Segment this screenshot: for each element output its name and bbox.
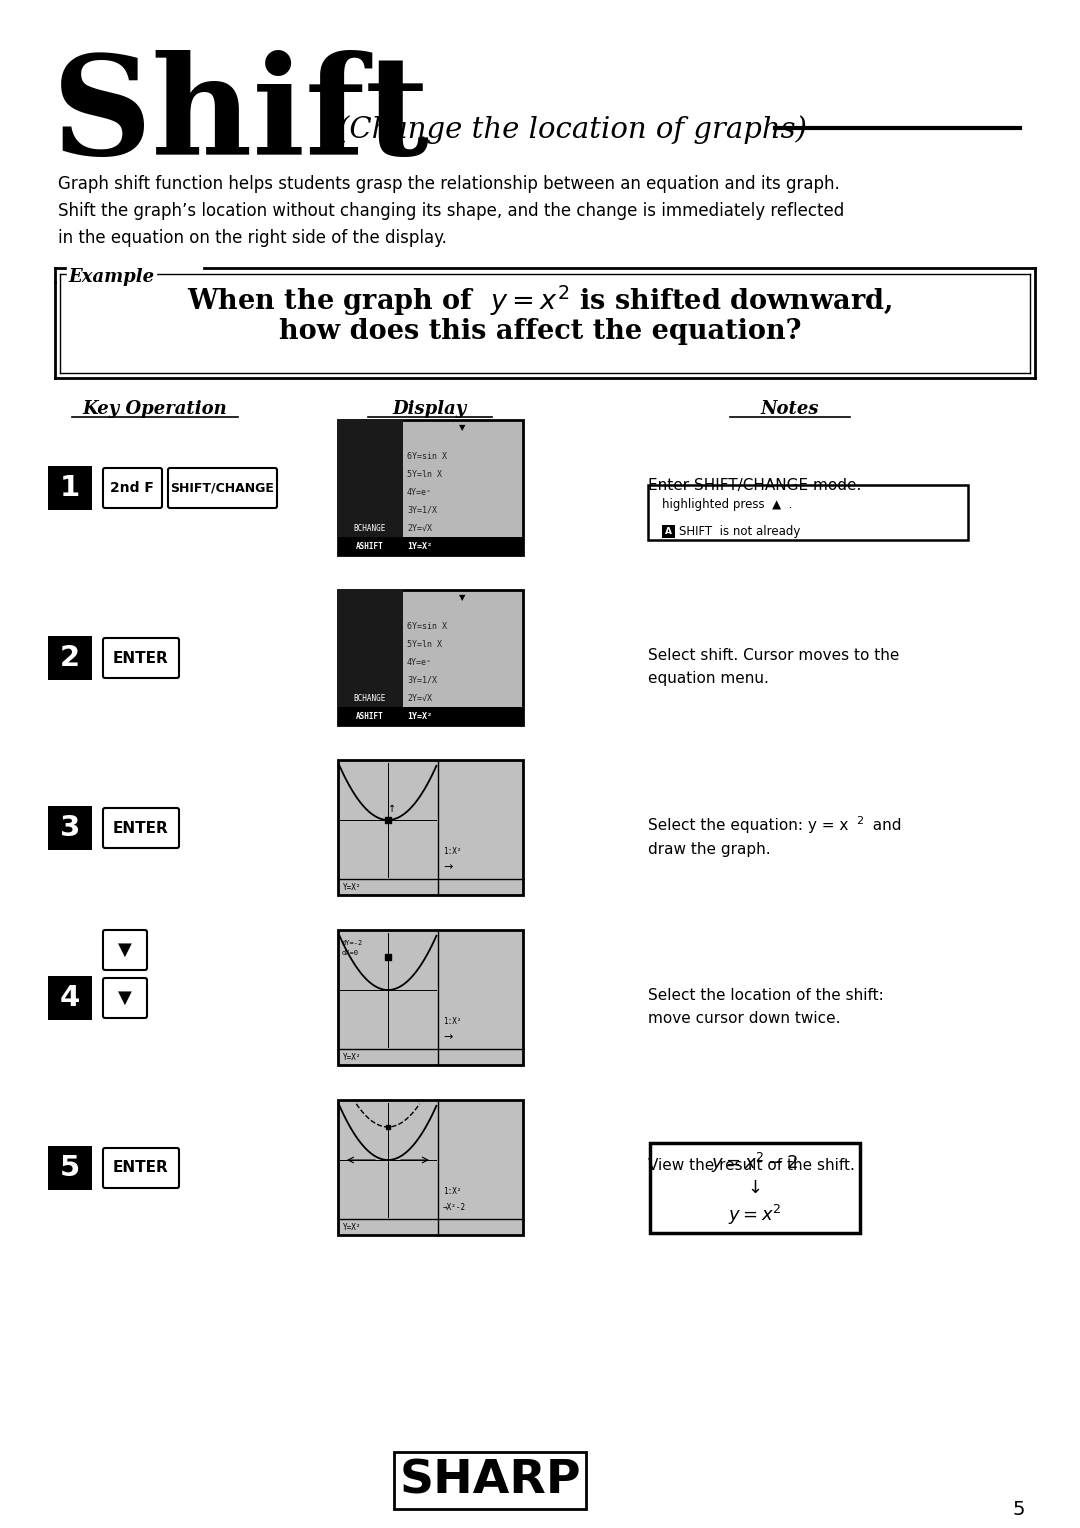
Text: ▼: ▼ — [118, 989, 132, 1007]
Text: 4Y=eˣ: 4Y=eˣ — [407, 657, 432, 666]
Text: ASHIFT: ASHIFT — [356, 541, 383, 550]
Text: SHARP: SHARP — [400, 1458, 581, 1504]
Text: 2Y=√X: 2Y=√X — [407, 694, 432, 703]
Text: 2nd F: 2nd F — [110, 481, 154, 495]
Text: highlighted press  ▲  .: highlighted press ▲ . — [662, 498, 793, 510]
Text: and: and — [863, 817, 902, 833]
Text: BCHANGE: BCHANGE — [354, 694, 387, 703]
Text: Select the equation: y = x: Select the equation: y = x — [648, 817, 849, 833]
Bar — [403, 707, 523, 724]
Text: dY=-2: dY=-2 — [342, 940, 363, 946]
Text: →X²-2: →X²-2 — [443, 1203, 467, 1212]
Text: 2: 2 — [59, 643, 80, 672]
Bar — [648, 484, 968, 539]
Bar — [338, 707, 403, 724]
Text: 1Y=X²: 1Y=X² — [407, 712, 432, 721]
Text: 6Y=sin X: 6Y=sin X — [407, 622, 447, 631]
Text: 1Y=X²: 1Y=X² — [407, 541, 432, 550]
Text: SHIFT  is not already: SHIFT is not already — [679, 524, 800, 538]
FancyBboxPatch shape — [103, 639, 179, 678]
Bar — [338, 1100, 523, 1235]
Text: 1:X²: 1:X² — [443, 847, 461, 856]
Text: draw the graph.: draw the graph. — [648, 842, 771, 857]
Text: When the graph of  $y = x^2$ is shifted downward,: When the graph of $y = x^2$ is shifted d… — [187, 283, 893, 318]
Text: ENTER: ENTER — [113, 651, 168, 666]
Text: →: → — [443, 862, 453, 872]
Text: Y=X²: Y=X² — [343, 883, 362, 891]
Text: ▼: ▼ — [459, 423, 465, 432]
Text: 3Y=1/X: 3Y=1/X — [407, 675, 437, 685]
Text: 5: 5 — [1013, 1500, 1025, 1519]
Bar — [338, 759, 523, 895]
Text: ASHIFT: ASHIFT — [356, 712, 383, 721]
Text: 4Y=eˣ: 4Y=eˣ — [407, 487, 432, 497]
Text: 5Y=ln X: 5Y=ln X — [407, 640, 442, 648]
FancyBboxPatch shape — [103, 1148, 179, 1187]
Text: $y = x^2-2$: $y = x^2-2$ — [712, 1151, 798, 1175]
Text: (Change the location of graphs): (Change the location of graphs) — [338, 115, 807, 144]
Text: 2Y=√X: 2Y=√X — [407, 524, 432, 532]
Text: Notes: Notes — [760, 400, 820, 419]
Text: 1:X²: 1:X² — [443, 1016, 461, 1025]
Text: ENTER: ENTER — [113, 821, 168, 836]
Text: Select the location of the shift:
move cursor down twice.: Select the location of the shift: move c… — [648, 989, 883, 1025]
Bar — [662, 526, 675, 538]
Text: dX=0: dX=0 — [342, 950, 359, 957]
Text: 3Y=1/X: 3Y=1/X — [407, 506, 437, 515]
Bar — [338, 931, 523, 1065]
Text: 3: 3 — [59, 814, 80, 842]
Bar — [48, 805, 92, 850]
Text: BCHANGE: BCHANGE — [354, 524, 387, 532]
Text: Enter SHIFT/CHANGE mode.: Enter SHIFT/CHANGE mode. — [648, 478, 862, 494]
Bar — [48, 1146, 92, 1190]
FancyBboxPatch shape — [103, 808, 179, 848]
Text: ▼: ▼ — [118, 941, 132, 960]
Text: Shift: Shift — [52, 50, 430, 183]
Text: A: A — [665, 527, 672, 536]
Text: 4: 4 — [59, 984, 80, 1012]
Text: how does this affect the equation?: how does this affect the equation? — [279, 318, 801, 345]
FancyBboxPatch shape — [103, 468, 162, 507]
Bar — [338, 420, 403, 555]
Bar — [403, 536, 523, 555]
Text: SHIFT/CHANGE: SHIFT/CHANGE — [170, 481, 274, 495]
Bar — [650, 1143, 860, 1233]
Text: ↓: ↓ — [747, 1180, 762, 1196]
Bar — [48, 976, 92, 1021]
Bar — [338, 420, 523, 555]
Text: Example: Example — [68, 267, 154, 286]
Text: Key Operation: Key Operation — [83, 400, 228, 419]
Text: →: → — [443, 1031, 453, 1042]
Text: Select shift. Cursor moves to the
equation menu.: Select shift. Cursor moves to the equati… — [648, 648, 900, 686]
Bar — [338, 590, 403, 724]
FancyBboxPatch shape — [168, 468, 276, 507]
Text: ▼: ▼ — [459, 593, 465, 602]
Bar — [48, 636, 92, 680]
Text: 5: 5 — [59, 1154, 80, 1183]
Text: 2: 2 — [856, 816, 863, 827]
Text: $y = x^2$: $y = x^2$ — [728, 1203, 782, 1227]
Text: Graph shift function helps students grasp the relationship between an equation a: Graph shift function helps students gras… — [58, 176, 845, 248]
Text: Y=X²: Y=X² — [343, 1053, 362, 1062]
Bar — [338, 590, 523, 724]
Text: 1: 1 — [59, 474, 80, 503]
Text: 5Y=ln X: 5Y=ln X — [407, 469, 442, 478]
Text: 6Y=sin X: 6Y=sin X — [407, 451, 447, 460]
Text: Display: Display — [393, 400, 468, 419]
Bar — [338, 536, 403, 555]
FancyBboxPatch shape — [103, 978, 147, 1018]
FancyBboxPatch shape — [103, 931, 147, 970]
Text: Y=X²: Y=X² — [343, 1222, 362, 1232]
Bar — [48, 466, 92, 510]
Text: View the result of the shift.: View the result of the shift. — [648, 1158, 855, 1174]
Text: 1:X²: 1:X² — [443, 1187, 461, 1195]
Text: ↑: ↑ — [388, 804, 396, 814]
Text: ENTER: ENTER — [113, 1160, 168, 1175]
